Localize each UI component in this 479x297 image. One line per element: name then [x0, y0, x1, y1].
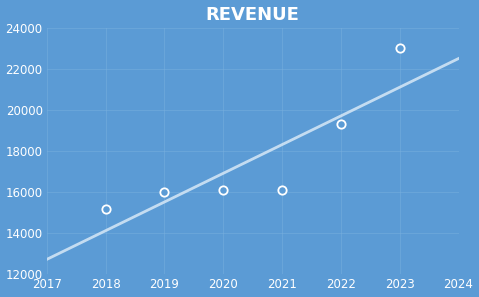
Title: REVENUE: REVENUE	[206, 6, 300, 23]
Point	[278, 188, 286, 192]
Point	[396, 46, 403, 51]
Point	[219, 188, 227, 192]
Point	[337, 122, 345, 127]
Point	[160, 190, 168, 195]
Point	[102, 206, 110, 211]
